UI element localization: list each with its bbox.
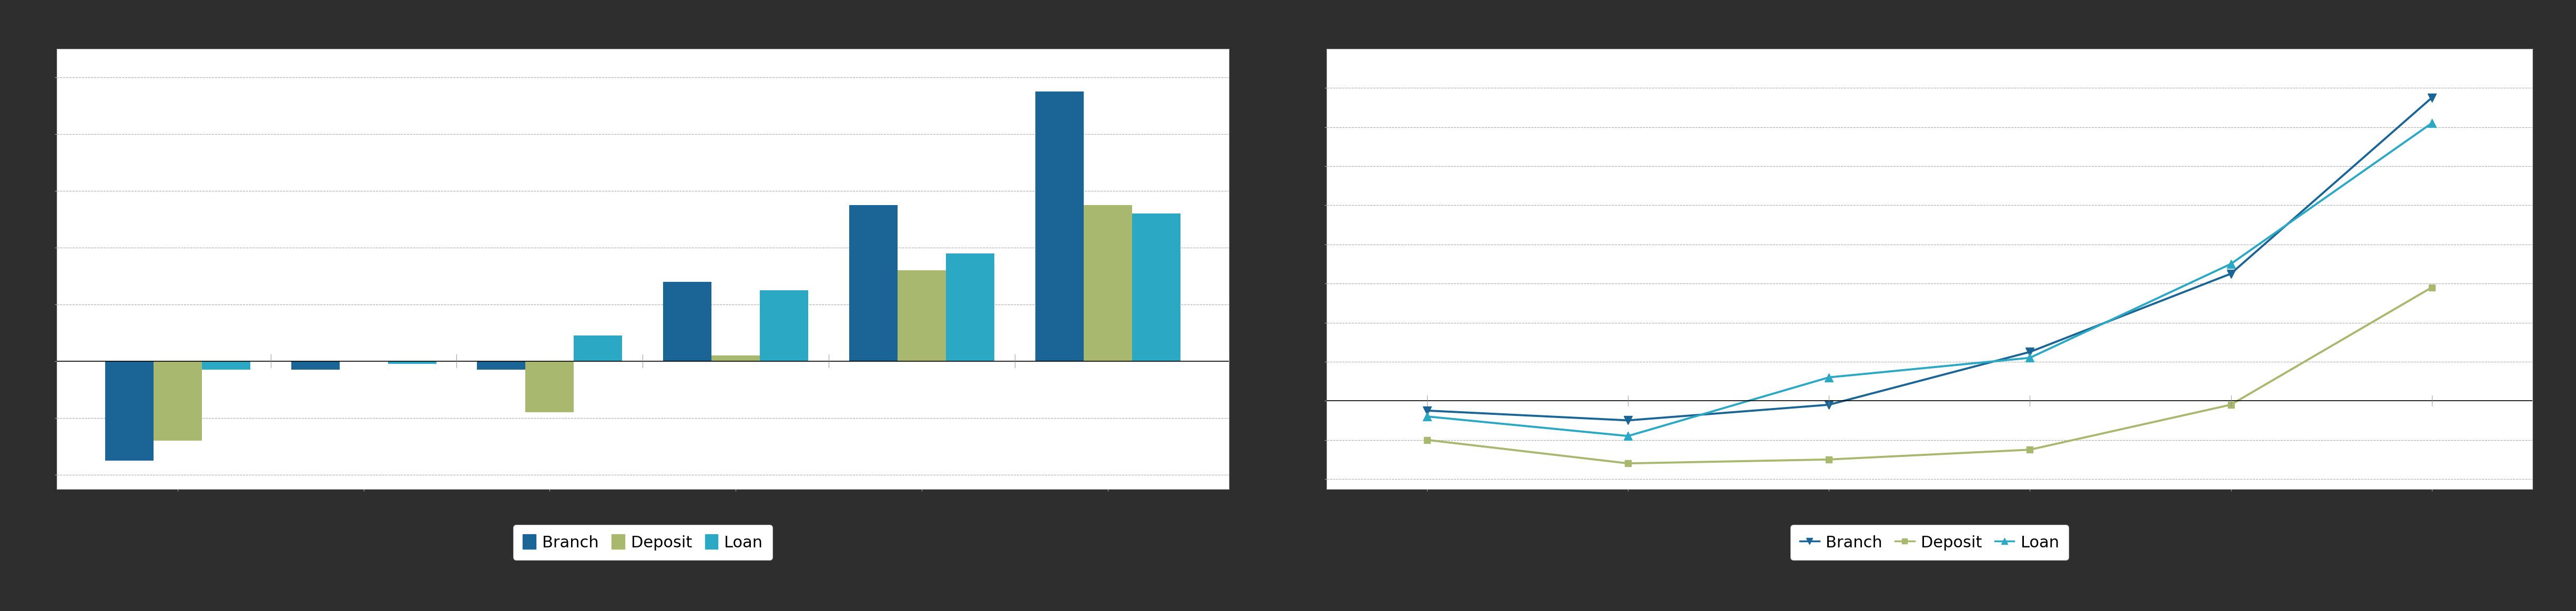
Bar <box>945 253 994 361</box>
Legend: Branch, Deposit, Loan: Branch, Deposit, Loan <box>1790 525 2069 560</box>
Bar <box>201 361 250 370</box>
Bar <box>1036 92 1084 361</box>
Bar <box>155 361 201 441</box>
Bar <box>760 290 809 361</box>
Bar <box>389 361 435 364</box>
Bar <box>711 356 760 361</box>
Bar <box>1131 213 1180 361</box>
Bar <box>526 361 574 412</box>
Bar <box>477 361 526 370</box>
Bar <box>896 270 945 361</box>
Bar <box>1084 205 1131 361</box>
Bar <box>662 282 711 361</box>
Bar <box>850 205 896 361</box>
Bar <box>106 361 155 461</box>
Legend: Branch, Deposit, Loan: Branch, Deposit, Loan <box>513 525 773 560</box>
Bar <box>574 335 623 361</box>
Bar <box>291 361 340 370</box>
